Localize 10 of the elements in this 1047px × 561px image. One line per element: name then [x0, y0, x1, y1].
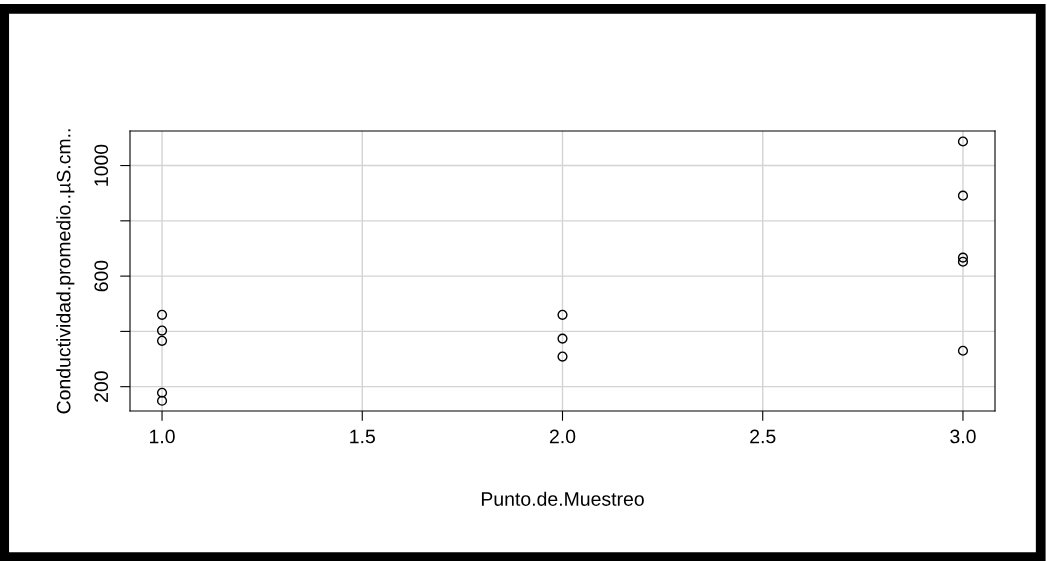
- x-tick-label: 2.5: [750, 429, 776, 444]
- y-axis-title: Conductividad.promedio..µS.cm..: [56, 129, 75, 414]
- x-tick-label: 2.0: [549, 429, 576, 444]
- x-tick-label: 1.0: [150, 429, 175, 444]
- y-tick-label: 600: [94, 260, 109, 292]
- y-tick-label: 200: [94, 371, 109, 402]
- x-axis-title: Punto.de.Muestreo: [481, 491, 644, 506]
- x-tick-label: 3.0: [950, 429, 976, 444]
- x-tick-label: 1.5: [350, 429, 375, 444]
- y-tick-label: 1000: [94, 144, 109, 186]
